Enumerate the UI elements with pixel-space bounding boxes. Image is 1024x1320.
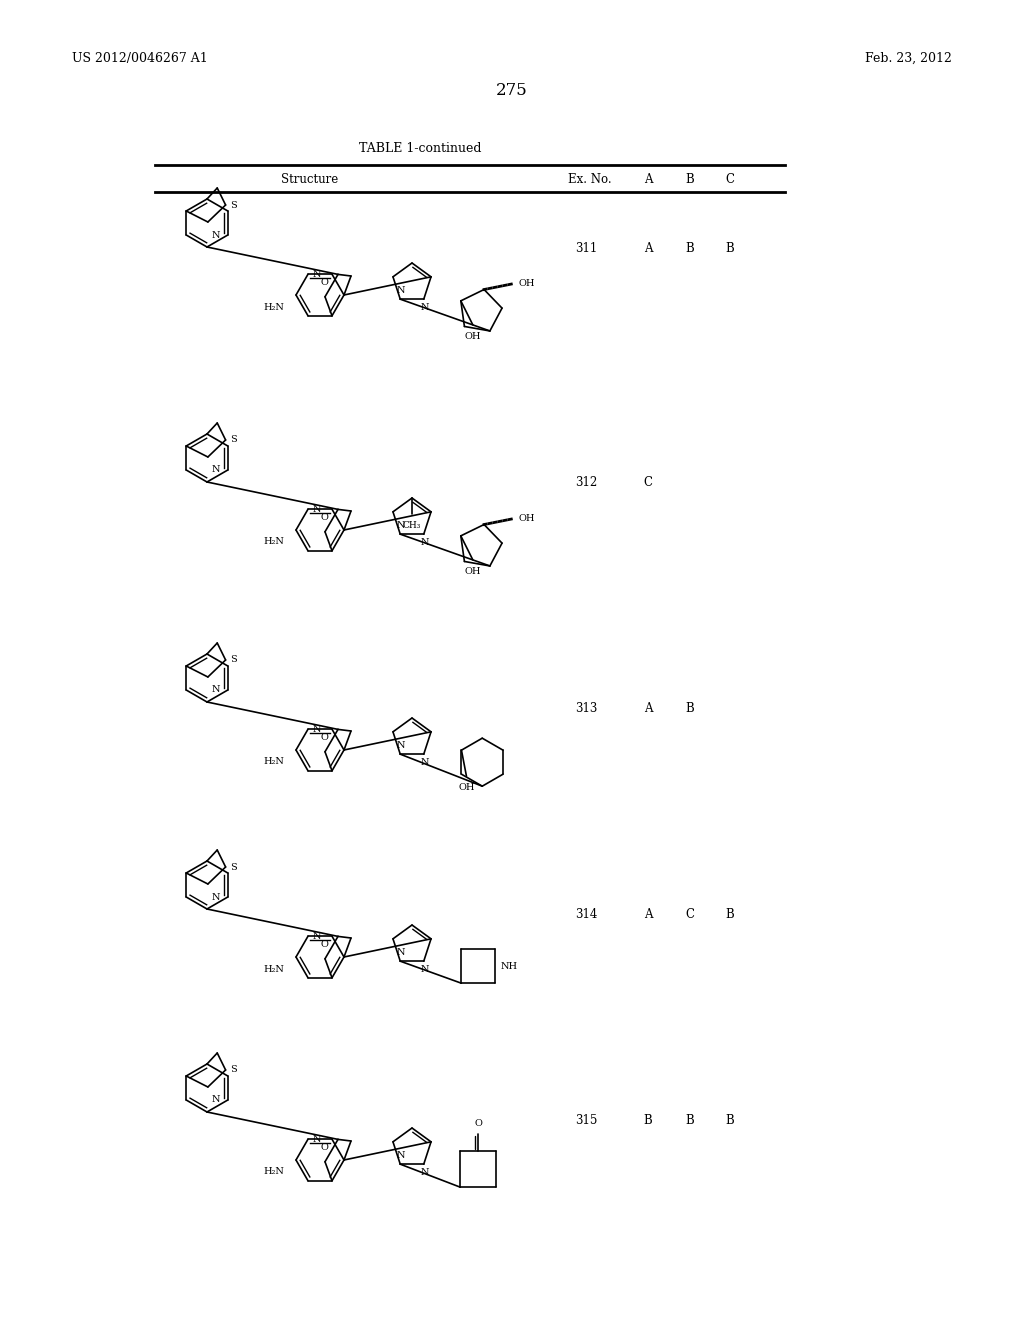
Text: H₂N: H₂N xyxy=(263,302,284,312)
Text: N: N xyxy=(313,504,322,513)
Text: O: O xyxy=(321,513,328,521)
Text: OH: OH xyxy=(518,279,535,288)
Text: Structure: Structure xyxy=(282,173,339,186)
Text: OH: OH xyxy=(458,783,475,792)
Text: O: O xyxy=(321,279,328,286)
Text: B: B xyxy=(644,1114,652,1126)
Text: B: B xyxy=(686,701,694,714)
Text: C: C xyxy=(685,908,694,921)
Text: C: C xyxy=(643,477,652,490)
Text: A: A xyxy=(644,908,652,921)
Text: 314: 314 xyxy=(574,908,597,921)
Text: US 2012/0046267 A1: US 2012/0046267 A1 xyxy=(72,51,208,65)
Text: OH: OH xyxy=(465,331,481,341)
Text: Feb. 23, 2012: Feb. 23, 2012 xyxy=(865,51,952,65)
Text: N: N xyxy=(421,965,429,974)
Text: 315: 315 xyxy=(574,1114,597,1126)
Text: H₂N: H₂N xyxy=(263,1167,284,1176)
Text: N: N xyxy=(397,1151,406,1160)
Text: O: O xyxy=(321,733,328,742)
Text: O: O xyxy=(321,1143,328,1152)
Text: N: N xyxy=(421,539,429,548)
Text: A: A xyxy=(644,173,652,186)
Text: 275: 275 xyxy=(496,82,528,99)
Text: N: N xyxy=(211,1096,220,1105)
Text: NH: NH xyxy=(501,962,517,970)
Text: B: B xyxy=(686,242,694,255)
Text: OH: OH xyxy=(465,566,481,576)
Text: B: B xyxy=(686,173,694,186)
Text: B: B xyxy=(686,1114,694,1126)
Text: N: N xyxy=(421,1168,429,1177)
Text: 311: 311 xyxy=(574,242,597,255)
Text: B: B xyxy=(726,1114,734,1126)
Text: N: N xyxy=(421,304,429,313)
Text: TABLE 1-continued: TABLE 1-continued xyxy=(358,143,481,154)
Text: S: S xyxy=(230,1065,238,1074)
Text: N: N xyxy=(211,892,220,902)
Text: N: N xyxy=(313,269,322,279)
Text: H₂N: H₂N xyxy=(263,537,284,546)
Text: N: N xyxy=(313,725,322,734)
Text: N: N xyxy=(397,948,406,957)
Text: N: N xyxy=(397,286,406,296)
Text: N: N xyxy=(313,1135,322,1143)
Text: B: B xyxy=(726,242,734,255)
Text: S: S xyxy=(230,656,238,664)
Text: CH₃: CH₃ xyxy=(402,521,421,531)
Text: B: B xyxy=(726,908,734,921)
Text: H₂N: H₂N xyxy=(263,758,284,767)
Text: 312: 312 xyxy=(574,477,597,490)
Text: N: N xyxy=(313,932,322,941)
Text: C: C xyxy=(725,173,734,186)
Text: O: O xyxy=(321,940,328,949)
Text: S: S xyxy=(230,436,238,445)
Text: 313: 313 xyxy=(574,701,597,714)
Text: N: N xyxy=(397,742,406,750)
Text: H₂N: H₂N xyxy=(263,965,284,974)
Text: N: N xyxy=(211,231,220,239)
Text: N: N xyxy=(421,758,429,767)
Text: N: N xyxy=(397,521,406,531)
Text: Ex. No.: Ex. No. xyxy=(568,173,611,186)
Text: N: N xyxy=(211,466,220,474)
Text: A: A xyxy=(644,701,652,714)
Text: S: S xyxy=(230,201,238,210)
Text: A: A xyxy=(644,242,652,255)
Text: OH: OH xyxy=(518,513,535,523)
Text: S: S xyxy=(230,862,238,871)
Text: N: N xyxy=(211,685,220,694)
Text: O: O xyxy=(474,1119,482,1129)
